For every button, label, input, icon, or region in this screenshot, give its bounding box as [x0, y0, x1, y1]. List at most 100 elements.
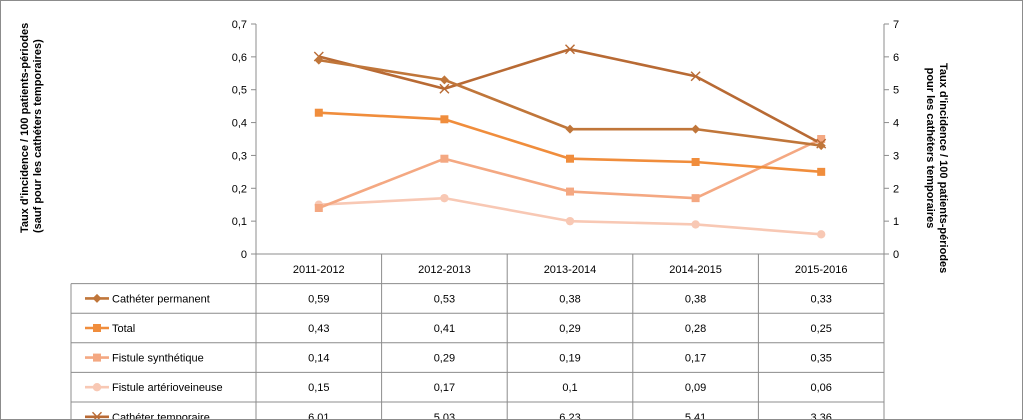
y-tick-left-label: 0,2	[232, 183, 247, 195]
data-point	[817, 230, 826, 239]
series-points-1	[314, 108, 826, 176]
series-points-0	[314, 55, 826, 151]
table-cell-value: 0,59	[308, 293, 329, 305]
y-axis-left-label-line-1: Taux d'incidence / 100 patients-périodes	[19, 22, 31, 233]
legend-label: Cathéter temporaire	[112, 412, 210, 419]
data-point	[816, 141, 826, 151]
legend-entry: Fistule artérioveineuse	[85, 382, 223, 394]
table-cell-value: 0,17	[434, 382, 455, 394]
table-cell-value: 0,28	[685, 323, 706, 335]
table-cell-value: 0,25	[810, 323, 831, 335]
y-tick-left-label: 0,5	[232, 85, 247, 97]
legend-entry: Fistule synthétique	[85, 353, 204, 365]
data-point	[691, 158, 700, 166]
table-cell-value: 6,01	[308, 412, 329, 419]
y-axis-right-label-line-2: pour les cathéters temporaires	[924, 67, 936, 229]
y-axis-left-label: Taux d'incidence / 100 patients-périodes…	[19, 22, 47, 233]
data-point	[440, 193, 449, 203]
series-line-2	[318, 137, 822, 210]
table-cell-value: 0,38	[559, 293, 580, 305]
legend-swatch-marker	[93, 353, 101, 362]
table-cell-value: 0,33	[810, 293, 831, 305]
data-point	[314, 204, 323, 212]
data-point	[565, 44, 575, 55]
table-cell-value: 0,38	[685, 293, 706, 305]
data-point	[439, 75, 449, 85]
data-point	[439, 83, 450, 94]
series-points-3	[314, 193, 826, 239]
table-cell-value: 0,17	[685, 353, 706, 365]
y-tick-right-label: 3	[893, 150, 899, 162]
table-cell-value: 5,03	[434, 412, 455, 419]
table-cell-value: 0,06	[810, 382, 831, 394]
x-category-label: 2013-2014	[544, 264, 597, 276]
data-point-stroke-b	[439, 83, 450, 94]
legend-swatch-marker	[92, 411, 102, 419]
data-point	[691, 124, 701, 134]
data-point	[566, 187, 574, 196]
table-cell-value: 0,41	[434, 323, 455, 335]
y-axis-right-label: Taux d'incidence / 100 patients-périodes…	[921, 63, 949, 274]
legend-swatch-marker	[92, 383, 102, 392]
data-point	[690, 71, 701, 82]
legend-label: Cathéter permanent	[112, 293, 210, 305]
y-tick-right-label: 1	[893, 216, 899, 228]
data-point	[314, 55, 324, 65]
x-category-label: 2015-2016	[795, 264, 848, 276]
table-cell-value: 0,53	[434, 293, 455, 305]
y-tick-right-label: 4	[893, 118, 899, 130]
series-line-3	[318, 196, 822, 236]
data-point	[440, 115, 449, 124]
y-tick-left-label: 0,1	[232, 216, 247, 228]
y-tick-left-label: 0,4	[232, 118, 247, 130]
table-cell-value: 0,15	[308, 382, 329, 394]
legend-label: Fistule artérioveineuse	[112, 382, 223, 394]
data-point-stroke-b	[690, 71, 701, 82]
data-point	[566, 154, 574, 163]
table-cell-value: 0,35	[810, 353, 831, 365]
data-point	[565, 216, 575, 226]
table-cell-value: 0,19	[559, 353, 580, 365]
data-point	[565, 124, 575, 134]
x-category-label: 2014-2015	[669, 264, 722, 276]
x-category-label: 2012-2013	[418, 264, 471, 276]
legend-entry: Cathéter permanent	[85, 293, 210, 305]
data-point	[691, 194, 700, 203]
table-cell-value: 6,23	[559, 412, 580, 419]
y-tick-right-label: 7	[893, 19, 899, 31]
series-line-1	[318, 111, 822, 174]
legend-entry: Cathéter temporaire	[85, 412, 210, 419]
table-cell-value: 0,09	[685, 382, 706, 394]
data-point	[817, 167, 826, 176]
y-tick-left-label: 0,6	[232, 52, 247, 64]
table-cell-value: 0,43	[308, 323, 329, 335]
y-tick-right-label: 5	[893, 85, 899, 97]
table-cell-value: 0,1	[562, 382, 577, 394]
y-tick-right-label: 0	[893, 249, 899, 261]
y-tick-right-label: 6	[893, 52, 899, 64]
legend-label: Fistule synthétique	[112, 353, 204, 365]
data-point	[817, 135, 826, 143]
legend-swatch-marker	[93, 324, 101, 332]
y-tick-left-label: 0,7	[232, 19, 247, 31]
legend-swatch-marker-stroke-b	[93, 411, 102, 419]
table-cell-value: 0,29	[434, 353, 455, 365]
legend-label: Total	[112, 323, 135, 335]
y-tick-right-label: 2	[893, 183, 899, 195]
x-category-label: 2011-2012	[293, 264, 345, 276]
table-cell-value: 0,29	[559, 323, 580, 335]
legend-swatch-marker	[92, 293, 102, 303]
y-tick-left-label: 0	[241, 249, 247, 261]
data-point	[691, 220, 700, 229]
series-points-2	[314, 135, 826, 212]
y-axis-right-label-line-1: Taux d'incidence / 100 patients-périodes	[937, 63, 949, 274]
data-point-stroke-b	[565, 44, 575, 55]
table-cell-value: 5,41	[685, 412, 706, 419]
table-cell-value: 0,14	[308, 353, 329, 365]
y-axis-left-label-line-2: (sauf pour les cathéters temporaires)	[32, 39, 44, 233]
y-tick-left-label: 0,3	[232, 150, 247, 162]
data-point	[440, 154, 449, 163]
data-point	[314, 108, 323, 117]
